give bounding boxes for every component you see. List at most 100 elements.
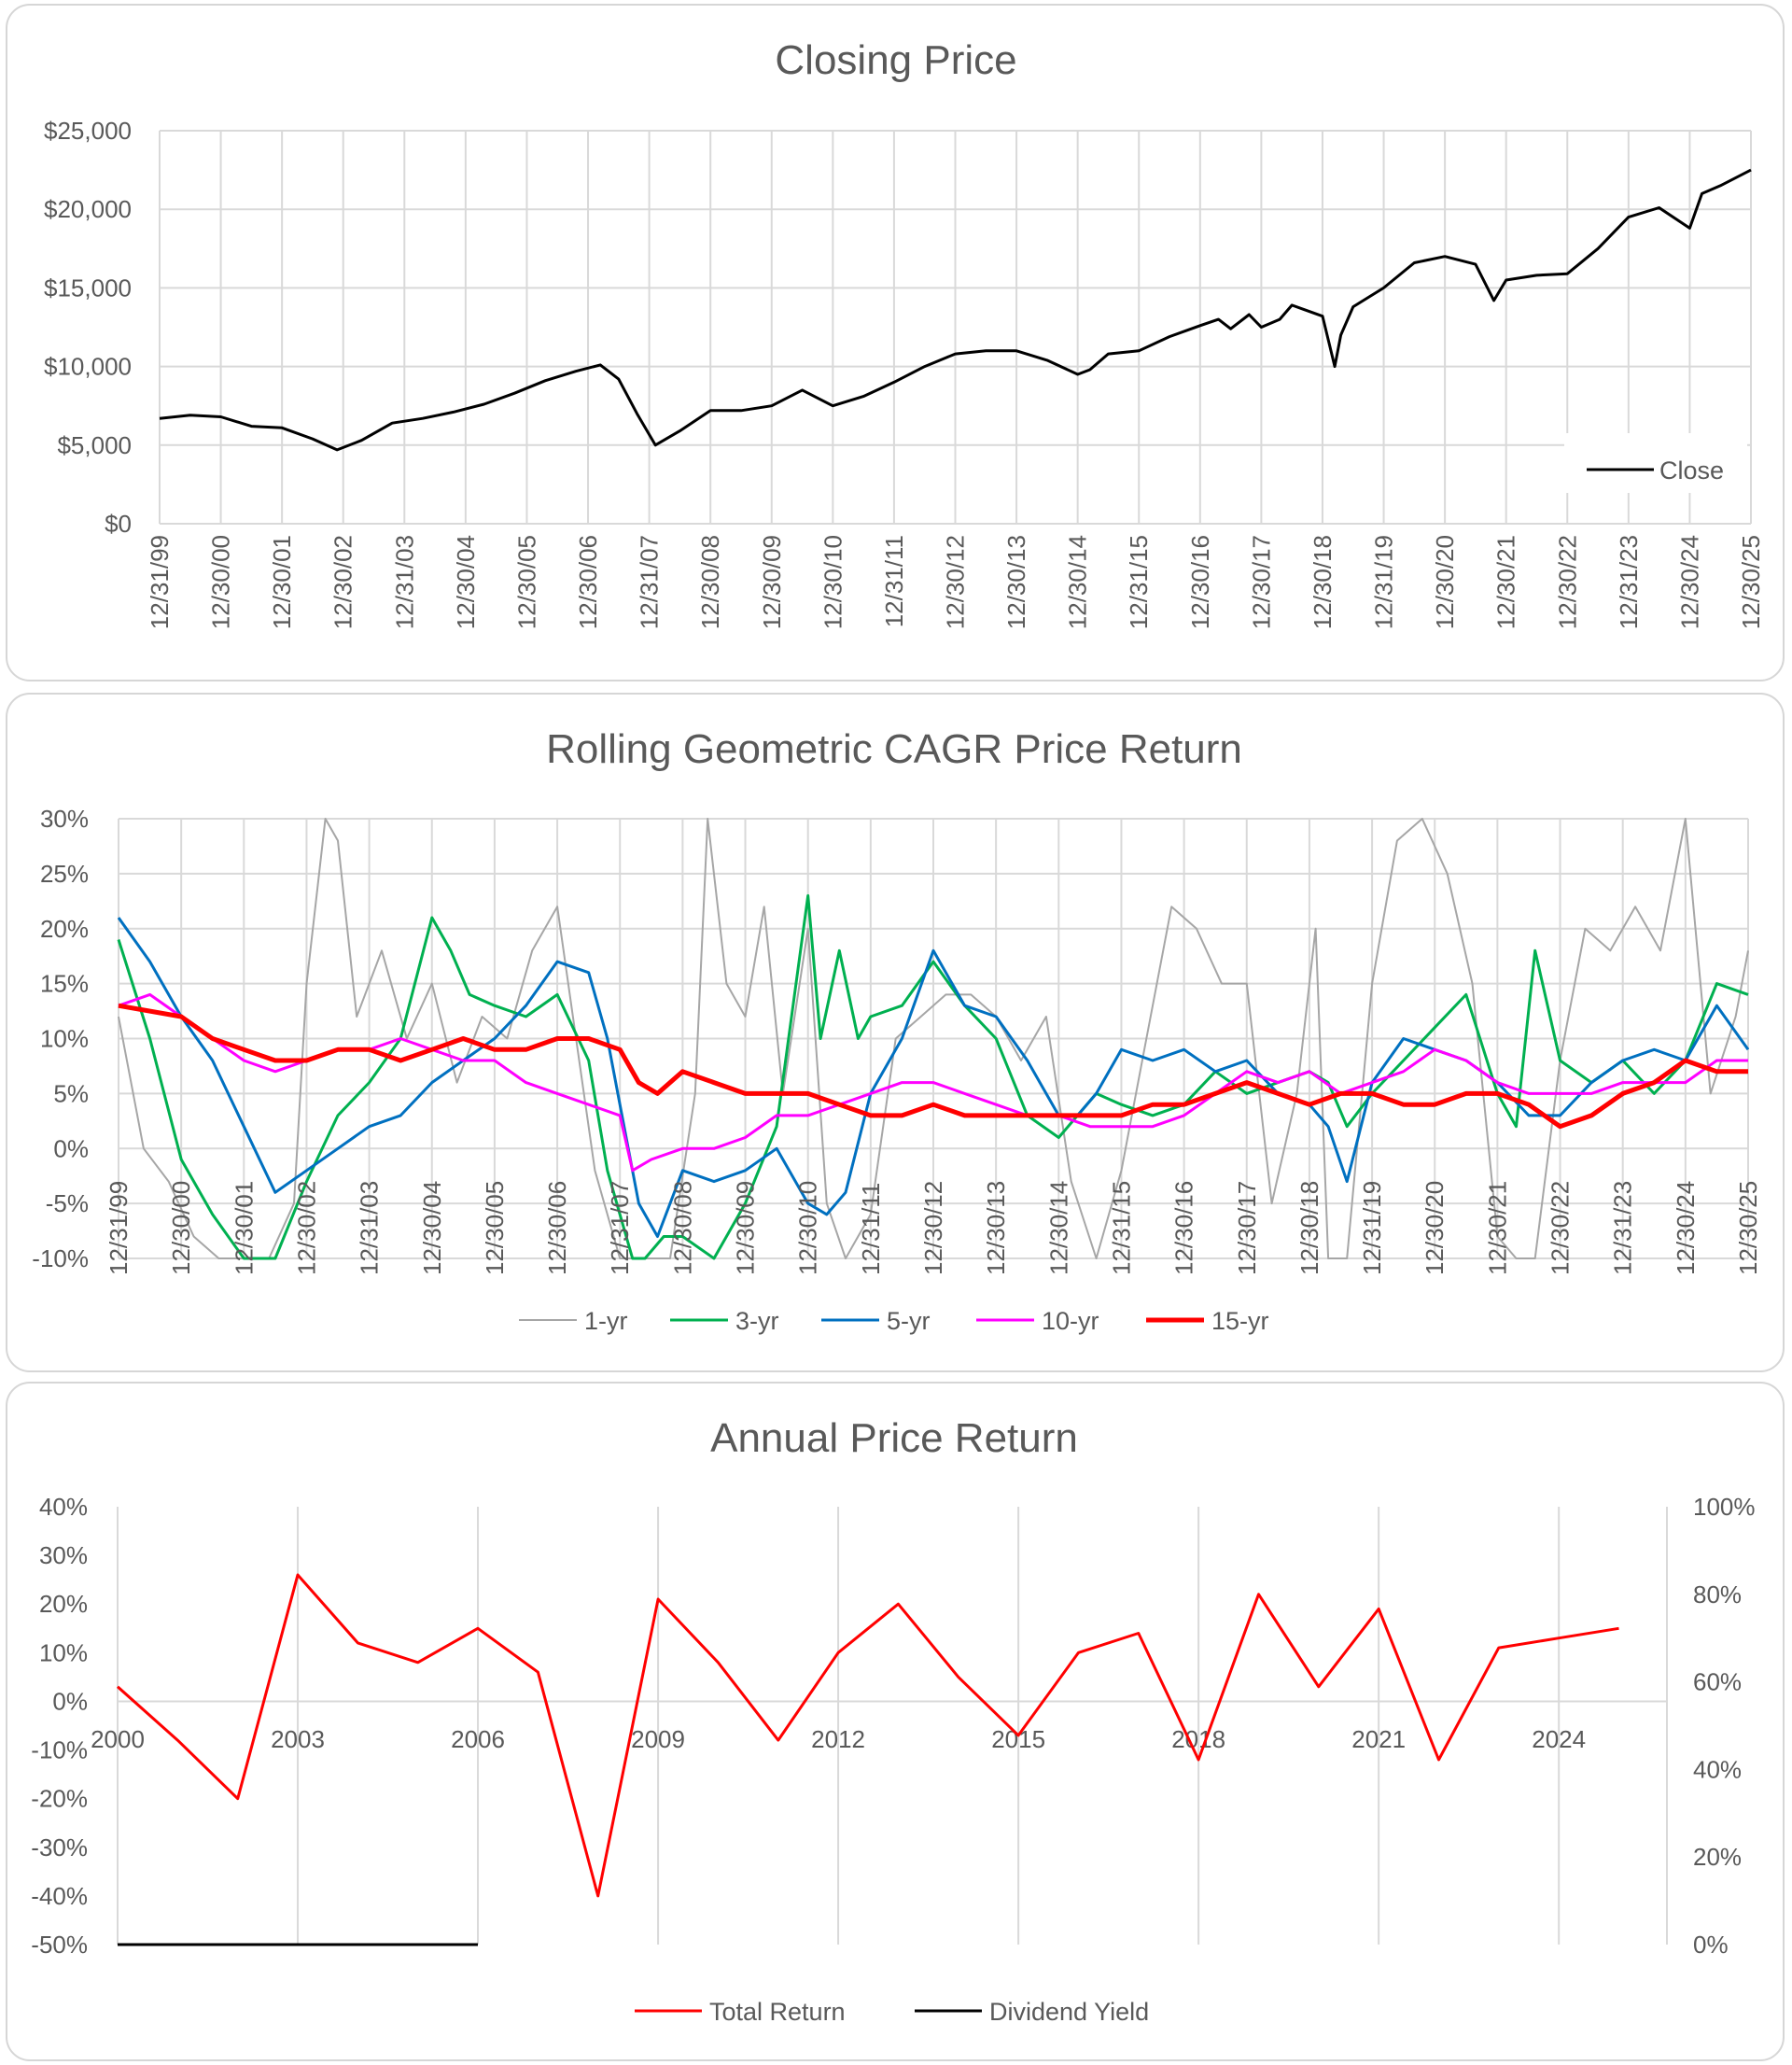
x-tick-label: 12/31/03 [390, 535, 418, 629]
x-tick-label: 12/30/08 [696, 535, 724, 629]
y-tick-label: 0% [53, 1134, 89, 1162]
x-tick-label: 12/30/25 [1734, 1181, 1762, 1275]
x-tick-label: 2003 [271, 1725, 325, 1753]
chart-title: Rolling Geometric CAGR Price Return [546, 726, 1242, 772]
x-tick-label: 2006 [451, 1725, 505, 1753]
legend-label-dividend-yield: Dividend Yield [989, 1998, 1149, 2026]
x-tick-label: 12/30/02 [329, 535, 357, 629]
legend: 1-yr 3-yr 5-yr 10-yr 15-yr [519, 1307, 1269, 1335]
y-tick-label: -10% [32, 1244, 89, 1272]
x-tick-label: 12/30/17 [1233, 1181, 1261, 1275]
x-tick-label: 12/30/05 [481, 1181, 509, 1275]
x-tick-label: 12/30/01 [230, 1181, 258, 1275]
x-tick-label: 12/30/25 [1737, 535, 1765, 629]
x-tick-label: 12/30/21 [1492, 535, 1520, 629]
x-tick-label: 12/30/12 [942, 535, 970, 629]
x-tick-label: 12/30/16 [1186, 535, 1214, 629]
x-tick-label: 12/31/19 [1358, 1181, 1386, 1275]
legend-label-15yr: 15-yr [1211, 1307, 1269, 1335]
annual-return-chart: Annual Price Return -50% -40% -30% -20% -10%… [31, 1415, 1755, 2026]
x-tick-label: 12/30/10 [819, 535, 847, 629]
x-tick-label: 2018 [1171, 1725, 1225, 1753]
x-tick-label: 12/30/06 [543, 1181, 571, 1275]
x-tick-label: 12/30/14 [1044, 1181, 1072, 1275]
series-line-10-yr [118, 992, 1748, 1173]
y-tick-label: 10% [40, 1025, 89, 1053]
x-tick-label: 12/30/20 [1421, 1181, 1449, 1275]
legend-label-5yr: 5-yr [887, 1307, 931, 1335]
y-tick-label: 40% [39, 1493, 88, 1521]
legend-label-10yr: 10-yr [1042, 1307, 1099, 1335]
x-tick-label: 12/30/24 [1672, 1181, 1700, 1275]
y-tick-label: $25,000 [44, 117, 132, 145]
x-tick-label: 12/30/04 [452, 535, 480, 629]
x-tick-label: 12/30/17 [1247, 535, 1275, 629]
x-tick-label: 12/30/18 [1295, 1181, 1323, 1275]
legend: Total Return Dividend Yield [635, 1998, 1149, 2026]
x-tick-label: 2009 [631, 1725, 685, 1753]
y-tick-label: 20% [39, 1590, 88, 1618]
x-tick-label: 12/30/09 [758, 535, 786, 629]
y-tick-label: 5% [53, 1079, 89, 1107]
x-tick-label: 12/30/21 [1483, 1181, 1511, 1275]
y-tick-label: $10,000 [44, 353, 132, 381]
y-tick-label: 15% [40, 970, 89, 998]
x-tick-label: 12/30/02 [292, 1181, 320, 1275]
x-tick-label: 12/31/15 [1125, 535, 1153, 629]
y2-tick-label: 0% [1693, 1931, 1729, 1959]
legend-label-close: Close [1659, 457, 1724, 485]
x-tick-label: 12/31/07 [636, 535, 664, 629]
x-tick-label: 12/30/20 [1431, 535, 1459, 629]
y-tick-label: -20% [31, 1785, 88, 1813]
y-tick-label: -50% [31, 1931, 88, 1959]
y-tick-label: 25% [40, 860, 89, 888]
x-tick-label: 12/30/10 [794, 1181, 822, 1275]
x-tick-label: 12/30/14 [1064, 535, 1092, 629]
x-tick-label: 12/30/01 [268, 535, 296, 629]
x-tick-label: 12/31/07 [606, 1181, 634, 1275]
y-tick-label: 0% [52, 1687, 88, 1715]
x-tick-label: 12/30/12 [919, 1181, 947, 1275]
y-tick-label: $20,000 [44, 195, 132, 223]
x-tick-label: 12/31/23 [1615, 535, 1643, 629]
x-tick-label: 12/30/06 [574, 535, 602, 629]
x-tick-label: 12/30/13 [982, 1181, 1010, 1275]
x-tick-label: 12/30/05 [512, 535, 540, 629]
y-tick-label: $0 [105, 510, 132, 538]
closing-price-panel [6, 4, 1785, 681]
x-tick-label: 12/31/99 [146, 535, 174, 629]
series-line-3-yr [117, 893, 1749, 1260]
y-tick-label: 20% [40, 915, 89, 943]
y-tick-label: -30% [31, 1833, 88, 1861]
y2-tick-label: 40% [1693, 1755, 1742, 1783]
legend-label-total-return: Total Return [709, 1998, 846, 2026]
legend-box [1564, 433, 1747, 493]
rolling-cagr-chart: Rolling Geometric CAGR Price Return -10%… [32, 726, 1762, 1335]
x-tick-label: 12/31/11 [857, 1183, 885, 1275]
y-tick-label: 30% [40, 805, 89, 833]
chart-title: Annual Price Return [710, 1415, 1078, 1461]
series-line-15-yr [118, 1003, 1748, 1130]
y-tick-label: 30% [39, 1541, 88, 1569]
series-line-close [159, 168, 1752, 452]
x-tick-label: 12/30/24 [1675, 535, 1703, 629]
annual-return-panel [6, 1382, 1785, 2061]
x-tick-label: 2012 [811, 1725, 865, 1753]
closing-price-chart: Closing Price $0 $5,000 $10,000 $15,000 $20,… [44, 37, 1765, 629]
x-tick-label: 12/30/09 [732, 1181, 760, 1275]
x-tick-label: 2015 [991, 1725, 1045, 1753]
y2-tick-label: 100% [1693, 1493, 1756, 1521]
chart-title: Closing Price [775, 37, 1016, 83]
x-tick-label: 12/30/00 [207, 535, 235, 629]
x-tick-label: 12/31/23 [1609, 1181, 1637, 1275]
x-tick-label: 2000 [91, 1725, 145, 1753]
x-tick-label: 12/30/08 [668, 1181, 696, 1275]
y-tick-label: -10% [31, 1736, 88, 1764]
x-tick-label: 12/30/04 [418, 1181, 446, 1275]
x-tick-label: 12/31/03 [356, 1181, 384, 1275]
y2-tick-label: 80% [1693, 1580, 1742, 1608]
series-line-total-return [117, 1573, 1619, 1898]
x-tick-label: 12/31/15 [1107, 1181, 1135, 1275]
x-tick-label: 12/30/16 [1170, 1181, 1198, 1275]
